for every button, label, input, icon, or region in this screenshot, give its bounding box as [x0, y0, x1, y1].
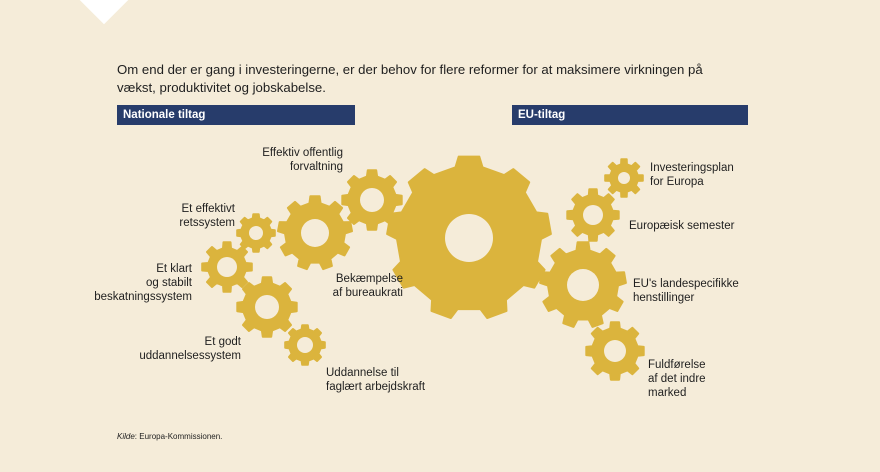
gear-national-middle [277, 195, 353, 271]
gear-eu-bottom [585, 321, 645, 381]
label-effektivt-retssystem: Et effektivt retssystem [179, 203, 235, 229]
national-section-header: Nationale tiltag [117, 105, 355, 125]
label-beskatningssystem: Et klart og stabilt beskatningssystem [94, 263, 192, 303]
label-faglaert-arbejdskraft: Uddannelse til faglært arbejdskraft [326, 367, 426, 393]
eu-section-header: EU-tiltag [512, 105, 748, 125]
source-text: : Europa-Kommissionen. [134, 432, 223, 441]
source-label: Kilde [117, 432, 135, 441]
label-effektiv-offentlig-forvaltning: Effektiv offentlig forvaltning [262, 147, 343, 173]
gear-national-lower [236, 276, 298, 338]
label-bekaempelse-af-bureaukrati: Bekæmpelse af bureaukrati [332, 273, 403, 299]
gear-national-small [236, 213, 276, 253]
gear-central [386, 155, 552, 319]
gear-national-left [201, 241, 253, 293]
label-indre-marked: Fuldførelse af det indre marked [648, 359, 706, 399]
label-landespecifikke-henstillinger: EU's landespecifikke henstillinger [633, 278, 739, 304]
label-europaeisk-semester: Europæisk semester [629, 220, 735, 232]
gear-national-top [341, 169, 403, 231]
gear-eu-top [604, 158, 644, 198]
gear-eu-large [539, 241, 627, 328]
label-uddannelsessystem: Et godt uddannelsessystem [139, 336, 241, 362]
label-investeringsplan: Investeringsplan for Europa [650, 162, 734, 188]
intro-text: Om end der er gang i investeringerne, er… [117, 62, 703, 95]
source-note: Kilde: Europa-Kommissionen. [117, 432, 222, 441]
gear-eu-second [566, 188, 620, 242]
gear-national-bottom [284, 324, 326, 366]
